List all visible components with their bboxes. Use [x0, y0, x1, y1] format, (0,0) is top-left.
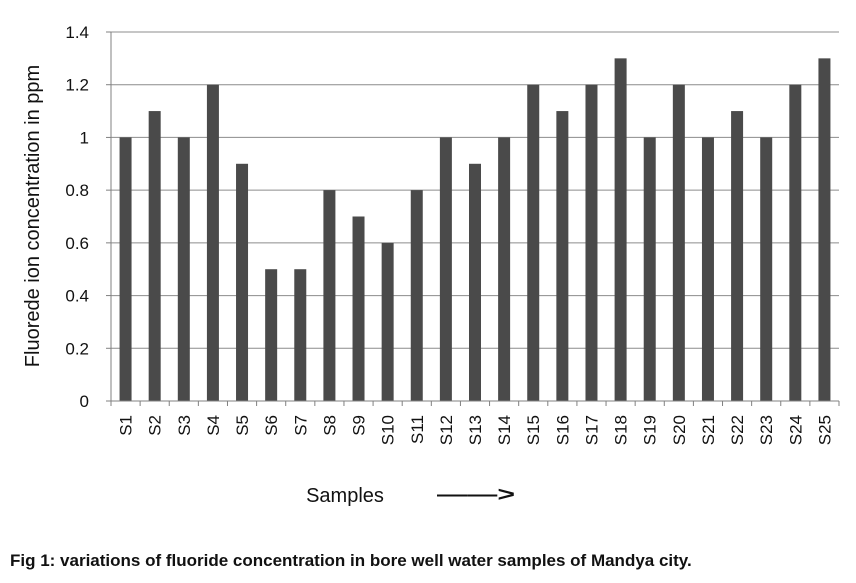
x-tick-label: S2 [146, 415, 165, 436]
bar [323, 190, 336, 401]
bar [760, 137, 773, 401]
bar [527, 84, 540, 401]
x-tick-label: S12 [437, 415, 456, 445]
y-tick-label: 0.8 [65, 181, 89, 200]
x-tick-label: S23 [757, 415, 776, 445]
bar [148, 111, 161, 402]
bar [498, 137, 511, 401]
bar [731, 111, 744, 402]
bar [294, 269, 307, 401]
x-tick-label: S3 [175, 415, 194, 436]
y-tick-label: 0.2 [65, 339, 89, 358]
x-tick-label: S9 [350, 415, 369, 436]
x-axis-ticks: S1 S2 S3 S4 S5 S6 S7 S8 S9 S10 S11 S12 S13 S14 S15 S16 S… [110, 401, 840, 445]
bar [789, 84, 802, 401]
bar [352, 216, 365, 401]
bar [236, 163, 249, 401]
x-tick-label: S20 [670, 415, 689, 445]
bar [119, 137, 132, 401]
x-tick-label: S11 [408, 415, 427, 444]
y-tick-label: 0 [80, 392, 89, 411]
y-tick-label: 0.4 [65, 287, 89, 306]
bar [556, 111, 569, 402]
y-axis-ticks: 0 0.2 0.4 0.6 0.8 1 1.2 1.4 [65, 23, 111, 411]
y-tick-label: 1 [80, 128, 89, 147]
bar [265, 269, 278, 401]
y-tick-label: 1.4 [65, 23, 89, 42]
bar [818, 58, 831, 401]
x-tick-label: S6 [262, 415, 281, 436]
x-tick-label: S4 [204, 415, 223, 436]
x-tick-label: S24 [786, 415, 805, 445]
bar [439, 137, 452, 401]
x-tick-label: S15 [524, 415, 543, 445]
bar [469, 163, 481, 401]
x-axis-arrow: ——> [437, 484, 515, 506]
figure-caption: Fig 1: variations of fluoride concentrat… [10, 551, 692, 570]
x-tick-label: S22 [728, 415, 747, 445]
x-tick-label: S1 [117, 415, 136, 436]
x-tick-label: S8 [320, 415, 339, 436]
x-tick-label: S14 [495, 415, 514, 445]
bar [672, 84, 685, 401]
y-axis-label: Fluorede ion concentration in ppm [22, 65, 44, 367]
x-tick-label: S7 [291, 415, 310, 436]
bar [410, 190, 423, 401]
bar [643, 137, 656, 401]
x-tick-label: S10 [379, 415, 398, 445]
bar [177, 137, 190, 401]
x-tick-label: S5 [233, 415, 252, 436]
x-tick-label: S21 [699, 415, 718, 445]
x-tick-label: S13 [466, 415, 485, 445]
x-tick-label: S25 [815, 415, 834, 445]
x-axis-label: Samples [306, 485, 384, 507]
bar [206, 84, 219, 401]
x-tick-label: S18 [612, 415, 631, 445]
x-tick-label: S19 [641, 415, 660, 445]
y-tick-label: 1.2 [65, 76, 89, 95]
plot-frame [110, 32, 839, 402]
bar [701, 137, 714, 401]
bar [614, 58, 627, 401]
bar [585, 84, 598, 401]
x-tick-label: S17 [582, 415, 601, 445]
y-tick-label: 0.6 [65, 234, 89, 253]
fluoride-bar-chart: 00.20.40.60.811.21.4 S1 S2 S3 S4 S5 S6 S7 S8 S9 S… [22, 23, 840, 507]
x-tick-label: S16 [553, 415, 572, 445]
bar-series [119, 58, 831, 402]
bar [381, 242, 394, 401]
